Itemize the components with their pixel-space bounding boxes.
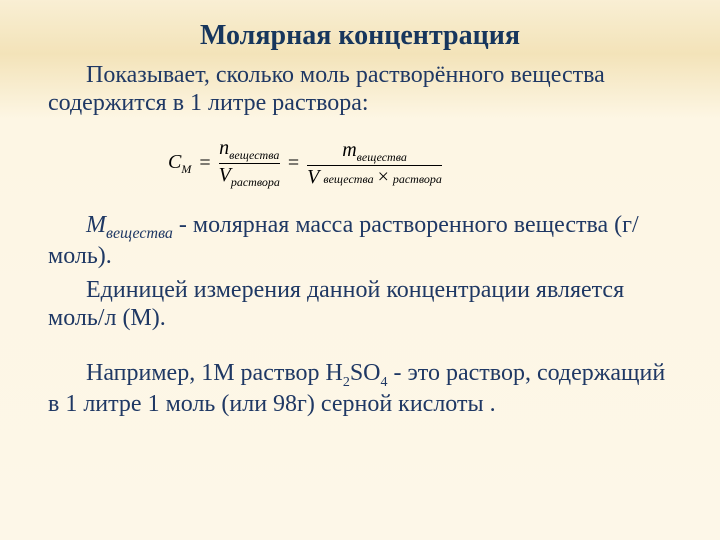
example-sub-2: 2 [343, 375, 350, 390]
frac2-den: V вещества × раствора [307, 166, 442, 189]
frac2-den-v: V [307, 166, 319, 189]
example-text-b: SO [350, 360, 381, 386]
frac2-num-sub: вещества [357, 150, 407, 164]
formula-block: CM = nвещества Vраствора = mвещества V [168, 137, 672, 190]
paragraph-molar-mass: Mвещества - молярная масса растворенного… [48, 212, 672, 271]
formula-lhs: CM [168, 151, 191, 177]
frac1-num-sub: вещества [229, 148, 279, 162]
equals-2: = [288, 152, 299, 175]
frac1-den: Vраствора [219, 164, 280, 190]
frac2-num: mвещества [342, 139, 407, 165]
frac2-num-base: m [342, 139, 356, 161]
frac2-den-sub1: вещества [323, 172, 373, 187]
example-text-a: Например, 1М раствор H [86, 360, 343, 386]
frac2-den-sub2: раствора [393, 172, 442, 187]
frac1-den-base: V [219, 164, 231, 186]
lhs-base: C [168, 151, 181, 173]
frac1-den-sub: раствора [231, 175, 280, 189]
frac1-num: nвещества [219, 137, 279, 163]
paragraph-example: Например, 1М раствор H2SO4 - это раствор… [48, 360, 672, 418]
lhs-sub: M [181, 162, 191, 176]
spacer [48, 338, 672, 360]
equals-1: = [199, 152, 210, 175]
frac2-den-times: × [378, 166, 389, 189]
fraction-2: mвещества V вещества × раствора [307, 139, 442, 189]
fraction-1: nвещества Vраствора [219, 137, 280, 190]
molar-mass-subscript: вещества [106, 225, 173, 242]
slide-title: Молярная концентрация [48, 20, 672, 52]
paragraph-definition: Показывает, сколько моль растворённого в… [48, 62, 672, 117]
molar-mass-symbol: M [86, 212, 106, 238]
paragraph-unit: Единицей измерения данной концентрации я… [48, 277, 672, 332]
frac1-num-base: n [219, 137, 229, 159]
example-sub-4: 4 [381, 375, 388, 390]
